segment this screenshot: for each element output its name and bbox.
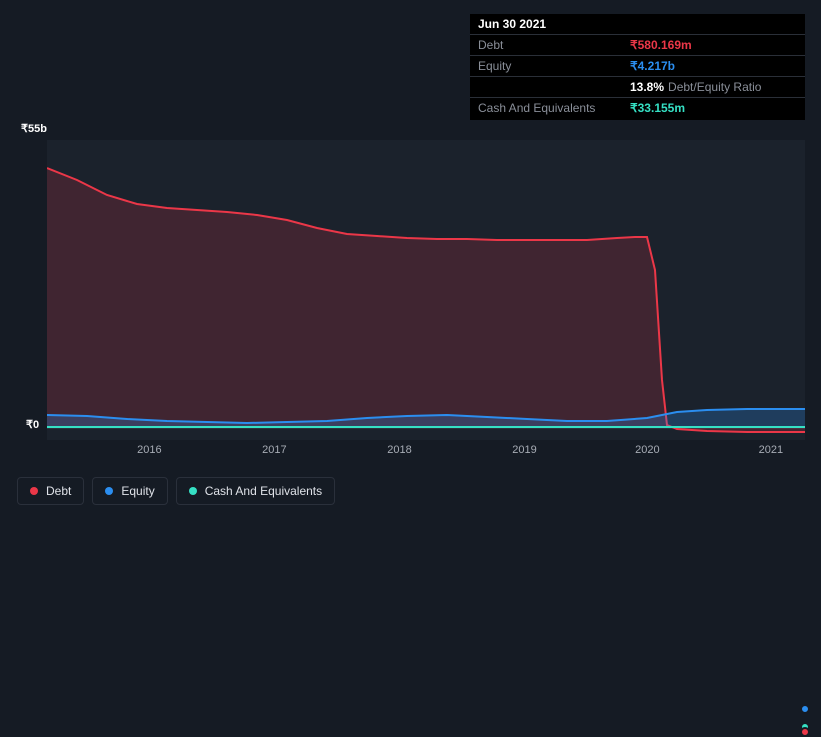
x-tick: 2020: [635, 444, 659, 456]
tooltip-label: Debt: [478, 38, 630, 52]
tooltip-row-debt: Debt ₹580.169m: [470, 35, 805, 56]
chart-svg: [47, 140, 805, 440]
tooltip-label: [478, 80, 630, 94]
x-tick: 2017: [262, 444, 286, 456]
x-tick: 2016: [137, 444, 161, 456]
chart-legend: Debt Equity Cash And Equivalents: [17, 477, 335, 505]
legend-label: Equity: [121, 484, 154, 498]
x-tick: 2019: [512, 444, 536, 456]
legend-label: Debt: [46, 484, 71, 498]
series-end-dot: [800, 727, 810, 737]
tooltip-ratio-value: 13.8%: [630, 80, 664, 94]
yaxis-top-label: ₹55b: [21, 122, 47, 135]
legend-item[interactable]: Equity: [92, 477, 167, 505]
x-tick: 2021: [759, 444, 783, 456]
chart-plot[interactable]: [47, 140, 805, 440]
x-tick: 2018: [387, 444, 411, 456]
tooltip-row-ratio: 13.8% Debt/Equity Ratio: [470, 77, 805, 98]
tooltip-label: Equity: [478, 59, 630, 73]
tooltip-value: ₹4.217b: [630, 59, 675, 73]
series-end-dot: [800, 704, 810, 714]
legend-item[interactable]: Cash And Equivalents: [176, 477, 335, 505]
legend-item[interactable]: Debt: [17, 477, 84, 505]
tooltip-panel: Jun 30 2021 Debt ₹580.169m Equity ₹4.217…: [470, 14, 805, 120]
tooltip-value: ₹33.155m: [630, 101, 685, 115]
legend-dot-icon: [30, 487, 38, 495]
x-axis: 2016 2017 2018 2019 2020 2021: [47, 444, 805, 460]
tooltip-row-equity: Equity ₹4.217b: [470, 56, 805, 77]
tooltip-label: Cash And Equivalents: [478, 101, 630, 115]
legend-dot-icon: [105, 487, 113, 495]
tooltip-ratio-note: Debt/Equity Ratio: [668, 80, 761, 94]
tooltip-date: Jun 30 2021: [478, 17, 546, 31]
tooltip-value: ₹580.169m: [630, 38, 692, 52]
tooltip-date-row: Jun 30 2021: [470, 14, 805, 35]
legend-dot-icon: [189, 487, 197, 495]
legend-label: Cash And Equivalents: [205, 484, 322, 498]
tooltip-row-cash: Cash And Equivalents ₹33.155m: [470, 98, 805, 118]
yaxis-bottom-label: ₹0: [26, 418, 39, 431]
